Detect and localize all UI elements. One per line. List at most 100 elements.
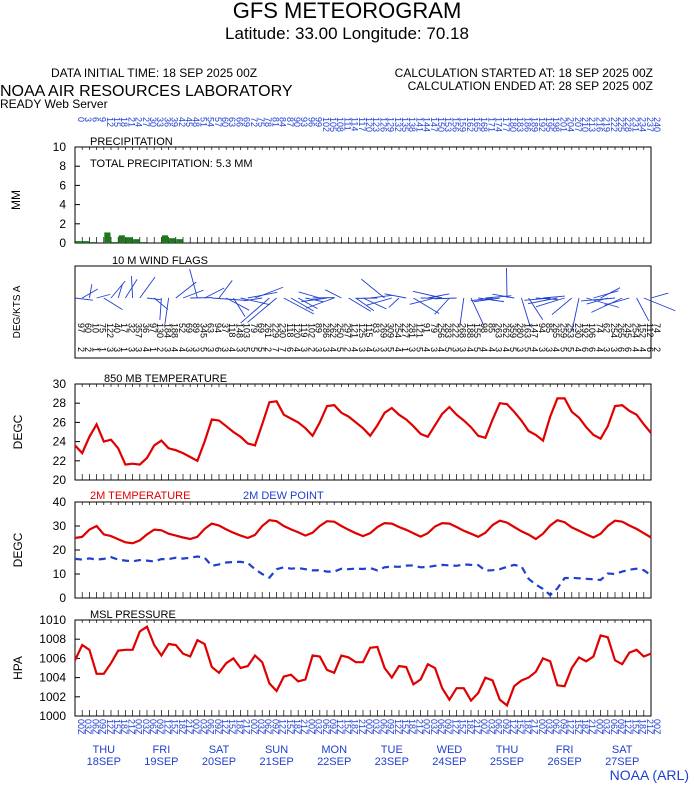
bottom-hour-label: 12Z: [623, 719, 633, 735]
wind-flag: [164, 297, 170, 324]
forecast-hour-label: 99: [314, 117, 324, 127]
wind-direction-label: 63: [206, 323, 216, 333]
precip-bar: [133, 239, 140, 243]
forecast-hour-label: 204: [566, 117, 576, 132]
wind-speed-label: 6: [213, 347, 223, 352]
wind-direction-label: 280: [515, 323, 525, 338]
wind-flag: [388, 297, 400, 308]
bottom-hour-label: 12Z: [278, 719, 288, 735]
precip-bar: [89, 242, 97, 243]
wind-speed-label: 3: [458, 347, 468, 352]
bottom-hour-label: 00Z: [652, 719, 662, 735]
day-date-label: 22SEP: [317, 756, 351, 768]
top-hour-axis: 0369121518212427303336394245485154576063…: [76, 117, 662, 132]
wind-direction-label: 147: [530, 323, 540, 338]
wind-flag: [366, 297, 392, 306]
wind-speed-label: 4: [551, 347, 561, 352]
bottom-hour-label: 03Z: [371, 719, 381, 735]
bottom-hour-label: 09Z: [616, 719, 626, 735]
bottom-hour-label: 09Z: [270, 719, 280, 735]
wind-flag: [470, 297, 493, 302]
wind-speed-label: 4: [530, 347, 540, 352]
wind-speed-label: 3: [602, 347, 612, 352]
wind-flag: [88, 284, 93, 299]
bottom-hour-label: 09Z: [98, 719, 108, 735]
bottom-hour-label: 21Z: [414, 719, 424, 735]
bottom-hour-label: 15Z: [400, 719, 410, 735]
wind-speed-label: 4: [501, 347, 511, 352]
wind-speed-label: 4: [328, 347, 338, 352]
wind-flag: [591, 297, 623, 313]
wind-speed-label: 2: [342, 347, 352, 352]
day-of-week-label: WED: [437, 744, 463, 756]
bottom-hour-label: 00Z: [191, 719, 201, 735]
precip-bar: [75, 241, 82, 243]
wind-direction-label: 118: [285, 323, 295, 337]
wind-direction-label: 250: [335, 323, 345, 338]
forecast-hour-label: 60: [220, 117, 230, 127]
forecast-hour-label: 144: [422, 117, 432, 132]
wind-flag: [139, 276, 156, 299]
forecast-hour-label: 207: [573, 117, 583, 132]
forecast-hour-label: 162: [465, 117, 475, 132]
bottom-hour-label: 12Z: [450, 719, 460, 735]
day-date-label: 19SEP: [144, 756, 178, 768]
wind-direction-label: 229: [270, 323, 280, 338]
wind-direction-label: 269: [378, 323, 388, 338]
precip-bar: [140, 242, 147, 243]
wind-flag: [643, 297, 676, 312]
wind-speed-label: 3: [162, 347, 172, 352]
precip-bar: [161, 235, 169, 243]
t850-ytick-label: 24: [53, 435, 67, 449]
forecast-hour-label: 105: [328, 117, 338, 132]
wind-speed-label: 4: [350, 347, 360, 352]
t850-ytick-label: 26: [53, 415, 67, 429]
wind-direction-label: 230: [573, 323, 583, 338]
forecast-hour-label: 234: [638, 117, 648, 132]
wind-flag: [125, 279, 138, 299]
wind-flag: [434, 297, 457, 300]
wind-flag: [130, 276, 134, 299]
bottom-hour-label: 18Z: [350, 719, 360, 735]
wind-direction-label: 112: [645, 323, 655, 337]
wind-speed-label: 2: [306, 347, 316, 352]
wind-direction-label: 222: [450, 323, 460, 338]
wind-direction-label: 122: [105, 323, 115, 338]
wind-speed-label: 3: [371, 347, 381, 352]
wind-direction-label: 115: [364, 323, 374, 337]
t850-title: 850 MB TEMPERATURE: [104, 373, 227, 385]
wind-flag: [182, 289, 204, 299]
forecast-hour-label: 156: [450, 117, 460, 132]
t850-ytick-label: 20: [53, 473, 67, 487]
wind-direction-label: 98: [479, 323, 489, 333]
bottom-hour-label: 03Z: [256, 719, 266, 735]
bottom-hour-label: 09Z: [558, 719, 568, 735]
wind-speed-label: 4: [465, 347, 475, 352]
bottom-hour-label: 15Z: [112, 719, 122, 735]
bottom-hour-label: 15Z: [630, 719, 640, 735]
wind-direction-label: 261: [263, 323, 273, 338]
wind-direction-label: 32: [126, 323, 136, 333]
wind-direction-label: 254: [393, 323, 403, 338]
t2m-frame: [74, 501, 652, 599]
bottom-hour-label: 18Z: [465, 719, 475, 735]
t2m-legend: 2M TEMPERATURE: [90, 490, 190, 502]
wind-title: 10 M WIND FLAGS: [112, 255, 208, 267]
wind-flag: [600, 287, 621, 299]
wind-speed-label: 3: [321, 347, 331, 352]
day-date-label: 25SEP: [490, 756, 524, 768]
forecast-hour-label: 54: [206, 117, 216, 127]
wind-flag: [204, 287, 225, 299]
bottom-hour-label: 15Z: [458, 719, 468, 735]
wind-direction-label: 40: [112, 323, 122, 333]
wind-speed-label: 3: [220, 347, 230, 352]
wind-flag: [542, 295, 565, 299]
bottom-hour-label: 12Z: [393, 719, 403, 735]
bottom-hour-label: 12Z: [335, 719, 345, 735]
wind-direction-label: 60: [83, 323, 93, 333]
dewpoint-legend: 2M DEW POINT: [243, 490, 324, 502]
wind-speed-label: 3: [544, 347, 554, 352]
wind-speed-label: 7: [270, 347, 280, 352]
